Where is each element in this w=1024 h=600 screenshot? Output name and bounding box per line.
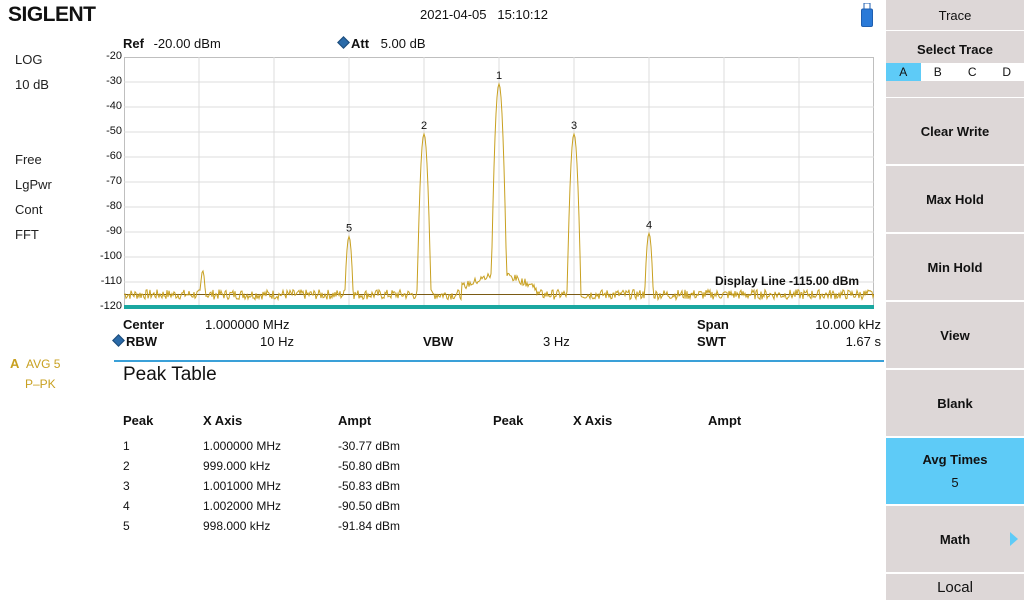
- y-tick-label: -80: [106, 200, 122, 212]
- vbw-label: VBW: [423, 334, 454, 349]
- att-value: 5.00 dB: [380, 36, 426, 51]
- brand-logo: SIGLENT: [8, 3, 96, 26]
- max-hold-button[interactable]: Max Hold: [886, 166, 1024, 232]
- avg-times-value: 5: [951, 475, 959, 490]
- trigger-mode: Free: [15, 152, 42, 167]
- spectrum-plot[interactable]: 1 2 3 4 5: [124, 57, 874, 311]
- peak-markers: 1 2 3 4 5: [346, 70, 652, 235]
- y-tick-label: -100: [99, 250, 122, 262]
- table-cell-x: 1.002000 MHz: [203, 499, 282, 513]
- trace-selector: A B C D: [886, 63, 1024, 81]
- avg-times-button[interactable]: Avg Times 5: [886, 438, 1024, 504]
- y-tick-label: -110: [100, 275, 122, 287]
- table-cell-amp: -90.50 dBm: [338, 499, 401, 513]
- peak-marker-label: 2: [421, 120, 427, 132]
- y-tick-label: -40: [106, 100, 122, 112]
- table-cell-x: 1.000000 MHz: [203, 439, 282, 453]
- divider: [114, 360, 884, 362]
- y-tick-label: -70: [106, 175, 122, 187]
- peak-marker-label: 5: [346, 223, 352, 235]
- select-trace-button[interactable]: Select Trace A B C D: [886, 31, 1024, 97]
- table-cell-peak: 3: [123, 479, 130, 493]
- col-ampt-header-2: Ampt: [708, 413, 742, 428]
- ref-value: -20.00 dBm: [153, 36, 221, 51]
- rbw-label: RBW: [112, 334, 157, 349]
- usb-icon: [861, 3, 873, 27]
- avg-times-label: Avg Times: [922, 452, 988, 467]
- table-cell-amp: -50.83 dBm: [338, 479, 401, 493]
- trace-avg: AVG 5: [26, 357, 61, 371]
- center-label: Center: [123, 317, 165, 332]
- table-cell-peak: 1: [123, 439, 130, 453]
- frequency-bar: [124, 305, 874, 309]
- col-xaxis-header: X Axis: [203, 413, 243, 428]
- table-cell-peak: 2: [123, 459, 130, 473]
- detector-mode: LgPwr: [15, 177, 52, 192]
- center-value[interactable]: 1.000000 MHz: [205, 317, 290, 332]
- y-tick-label: -60: [106, 150, 122, 162]
- y-tick-label: -90: [106, 225, 122, 237]
- y-tick-label: -30: [106, 75, 122, 87]
- submenu-arrow-icon: [1010, 532, 1018, 546]
- table-cell-amp: -91.84 dBm: [338, 519, 401, 533]
- scale-div: 10 dB: [15, 77, 49, 92]
- table-cell-x: 999.000 kHz: [203, 459, 271, 473]
- analyzer-mode: FFT: [15, 227, 39, 242]
- table-cell-amp: -50.80 dBm: [338, 459, 401, 473]
- blank-button[interactable]: Blank: [886, 370, 1024, 436]
- table-cell-peak: 4: [123, 499, 130, 513]
- span-value[interactable]: 10.000 kHz: [815, 317, 881, 332]
- col-peak-header-2: Peak: [493, 413, 524, 428]
- sweep-mode: Cont: [15, 202, 43, 217]
- y-tick-label: -120: [99, 300, 122, 312]
- peak-table-title: Peak Table: [123, 364, 217, 385]
- select-trace-label: Select Trace: [917, 42, 993, 57]
- span-label: Span: [697, 317, 729, 332]
- min-hold-button[interactable]: Min Hold: [886, 234, 1024, 300]
- trace-option-d[interactable]: D: [989, 63, 1024, 81]
- view-button[interactable]: View: [886, 302, 1024, 368]
- diamond-icon: [112, 334, 125, 347]
- y-tick-label: -50: [106, 125, 122, 137]
- trace-detector: P–PK: [25, 377, 56, 391]
- col-xaxis-header-2: X Axis: [573, 413, 613, 428]
- date-time: 2021-04-05 15:10:12: [420, 7, 548, 22]
- table-cell-amp: -30.77 dBm: [338, 439, 401, 453]
- ref-level[interactable]: Ref -20.00 dBm: [123, 36, 221, 51]
- spectrum-trace: [124, 82, 874, 302]
- vbw-value[interactable]: 3 Hz: [543, 334, 570, 349]
- display-line-label: Display Line -115.00 dBm: [715, 274, 860, 288]
- local-button[interactable]: Local: [886, 574, 1024, 600]
- col-ampt-header: Ampt: [338, 413, 372, 428]
- peak-marker-label: 1: [496, 70, 502, 82]
- trace-option-c[interactable]: C: [955, 63, 990, 81]
- trace-letter: A: [10, 356, 20, 371]
- trace-option-b[interactable]: B: [920, 63, 955, 81]
- scale-type: LOG: [15, 52, 43, 67]
- table-cell-peak: 5: [123, 519, 130, 533]
- peak-marker-label: 4: [646, 219, 652, 231]
- clear-write-button[interactable]: Clear Write: [886, 98, 1024, 164]
- table-cell-x: 998.000 kHz: [203, 519, 271, 533]
- table-cell-x: 1.001000 MHz: [203, 479, 282, 493]
- ref-label: Ref: [123, 36, 144, 51]
- graticule-grid: [124, 57, 874, 307]
- col-peak-header: Peak: [123, 413, 154, 428]
- att-label: Att: [351, 36, 370, 51]
- peak-marker-label: 3: [571, 120, 577, 132]
- attenuation[interactable]: Att 5.00 dB: [337, 36, 426, 51]
- swt-label: SWT: [697, 334, 726, 349]
- y-tick-label: -20: [106, 50, 122, 62]
- trace-option-a[interactable]: A: [886, 63, 921, 81]
- math-button[interactable]: Math: [886, 506, 1024, 572]
- swt-value[interactable]: 1.67 s: [845, 334, 881, 349]
- menu-title: Trace: [886, 0, 1024, 30]
- diamond-icon: [337, 36, 350, 49]
- rbw-value[interactable]: 10 Hz: [260, 334, 294, 349]
